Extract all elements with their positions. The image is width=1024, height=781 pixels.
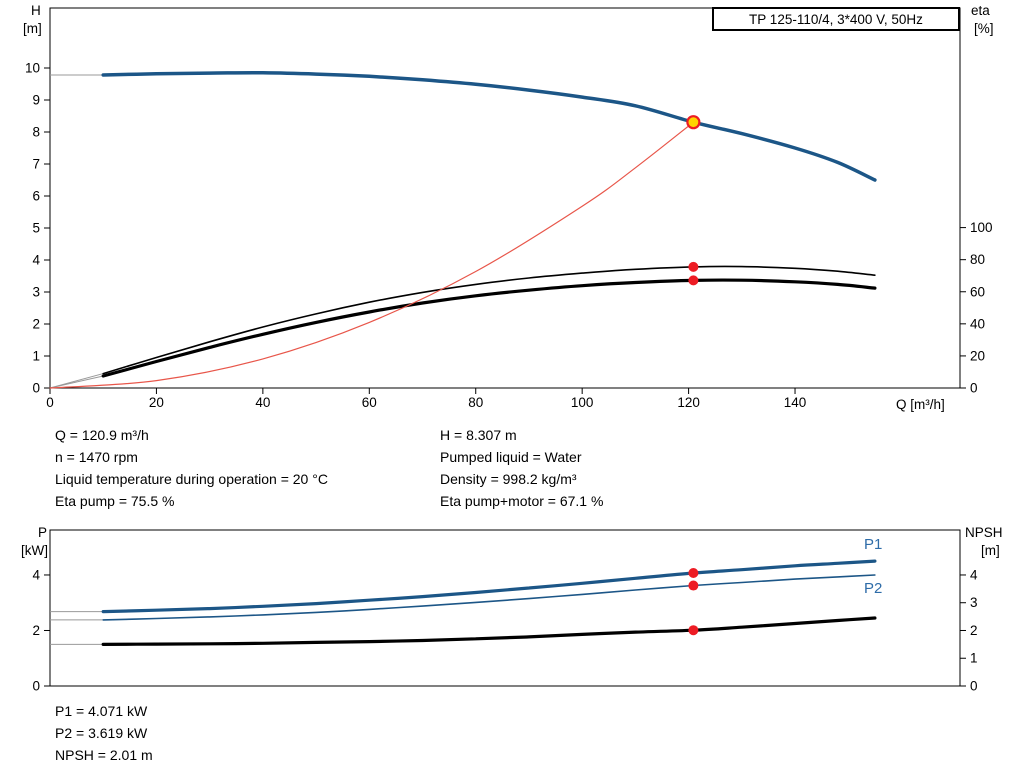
plot-frame	[49, 529, 961, 687]
info-speed: n = 1470 rpm	[55, 449, 138, 465]
system-curve-curve	[49, 121, 694, 389]
x-tick-label: 80	[468, 395, 483, 410]
H-curve	[101, 70, 877, 182]
y-left-tick-label: 8	[32, 125, 40, 140]
y-right-tick-label: 1	[970, 651, 978, 666]
info-pumped-liquid: Pumped liquid = Water	[440, 449, 582, 465]
npsh-point	[688, 625, 699, 636]
y-left-tick-label: 9	[32, 93, 40, 108]
y-left-tick-label: 4	[32, 567, 40, 582]
duty-info-left: Q = 120.9 m³/h n = 1470 rpm Liquid tempe…	[55, 424, 328, 512]
h-axis-unit: [m]	[23, 21, 42, 36]
p2-point	[688, 580, 699, 591]
info-p2: P2 = 3.619 kW	[55, 725, 148, 741]
info-npsh: NPSH = 2.01 m	[55, 747, 153, 763]
info-head: H = 8.307 m	[440, 427, 517, 443]
p-axis-unit: [kW]	[21, 543, 48, 558]
info-density: Density = 998.2 kg/m³	[440, 471, 577, 487]
h-axis-label: H	[31, 3, 41, 18]
x-tick-label: 140	[784, 395, 807, 410]
power-npsh-chart: 0 2 4 0 1 2 3 4	[32, 529, 978, 694]
y-right-tick-label: 100	[970, 220, 993, 235]
eta-axis-label: eta	[971, 3, 990, 18]
y-right-tick-label: 40	[970, 316, 985, 331]
duty-info-right: H = 8.307 m Pumped liquid = Water Densit…	[440, 424, 603, 512]
P2-curve	[102, 574, 876, 621]
eta-pump-curve	[102, 265, 876, 375]
npsh-axis-unit: [m]	[981, 543, 1000, 558]
eta-pump-motor-leader-line	[49, 375, 104, 389]
info-eta-pump-motor: Eta pump+motor = 67.1 %	[440, 493, 604, 509]
y-left-tick-label: 6	[32, 189, 40, 204]
info-liquid-temp: Liquid temperature during operation = 20…	[55, 471, 328, 487]
info-eta-pump: Eta pump = 75.5 %	[55, 493, 175, 509]
y-right-tick-label: 0	[970, 381, 978, 396]
hq-chart: 0 20 40 60 80 100 120 1400123456789100204060801…	[25, 7, 993, 410]
y-left-tick-label: 2	[32, 317, 40, 332]
eta-pump-motor-curve	[101, 278, 877, 378]
p2-curve-label: P2	[864, 580, 883, 597]
q-axis-label: Q [m³/h]	[896, 397, 945, 412]
eta-pump-point	[688, 261, 699, 272]
eta-axis-unit: [%]	[974, 21, 994, 36]
y-right-tick-label: 80	[970, 252, 985, 267]
power-info: P1 = 4.071 kW P2 = 3.619 kW NPSH = 2.01 …	[55, 700, 153, 766]
y-right-tick-label: 0	[970, 679, 978, 694]
NPSH-curve	[101, 616, 877, 646]
x-tick-label: 100	[571, 395, 594, 410]
eta-pump-motor-point	[688, 275, 699, 286]
y-left-tick-label: 0	[32, 679, 40, 694]
y-left-tick-label: 1	[32, 349, 40, 364]
y-right-tick-label: 2	[970, 623, 978, 638]
x-tick-label: 20	[149, 395, 164, 410]
x-tick-label: 0	[46, 395, 54, 410]
p1-curve-label: P1	[864, 536, 883, 553]
pump-model-box: TP 125-110/4, 3*400 V, 50Hz	[712, 7, 960, 31]
x-tick-label: 60	[362, 395, 377, 410]
npsh-axis-label: NPSH	[965, 525, 1003, 540]
duty-point	[686, 115, 701, 130]
p-axis-label: P	[38, 525, 48, 540]
y-left-tick-label: 5	[32, 221, 40, 236]
info-flow: Q = 120.9 m³/h	[55, 427, 149, 443]
P1-curve	[101, 559, 877, 614]
x-tick-label: 40	[255, 395, 270, 410]
y-left-tick-label: 0	[32, 381, 40, 396]
info-p1: P1 = 4.071 kW	[55, 703, 148, 719]
y-right-tick-label: 20	[970, 348, 985, 363]
plot-frame	[49, 7, 961, 389]
y-left-tick-label: 2	[32, 623, 40, 638]
y-right-tick-label: 60	[970, 284, 985, 299]
y-left-tick-label: 7	[32, 157, 40, 172]
y-left-tick-label: 10	[25, 61, 40, 76]
y-left-tick-label: 4	[32, 253, 40, 268]
y-right-tick-label: 3	[970, 595, 978, 610]
p1-point	[688, 567, 699, 578]
y-left-tick-label: 3	[32, 285, 40, 300]
y-right-tick-label: 4	[970, 567, 978, 582]
x-tick-label: 120	[677, 395, 700, 410]
